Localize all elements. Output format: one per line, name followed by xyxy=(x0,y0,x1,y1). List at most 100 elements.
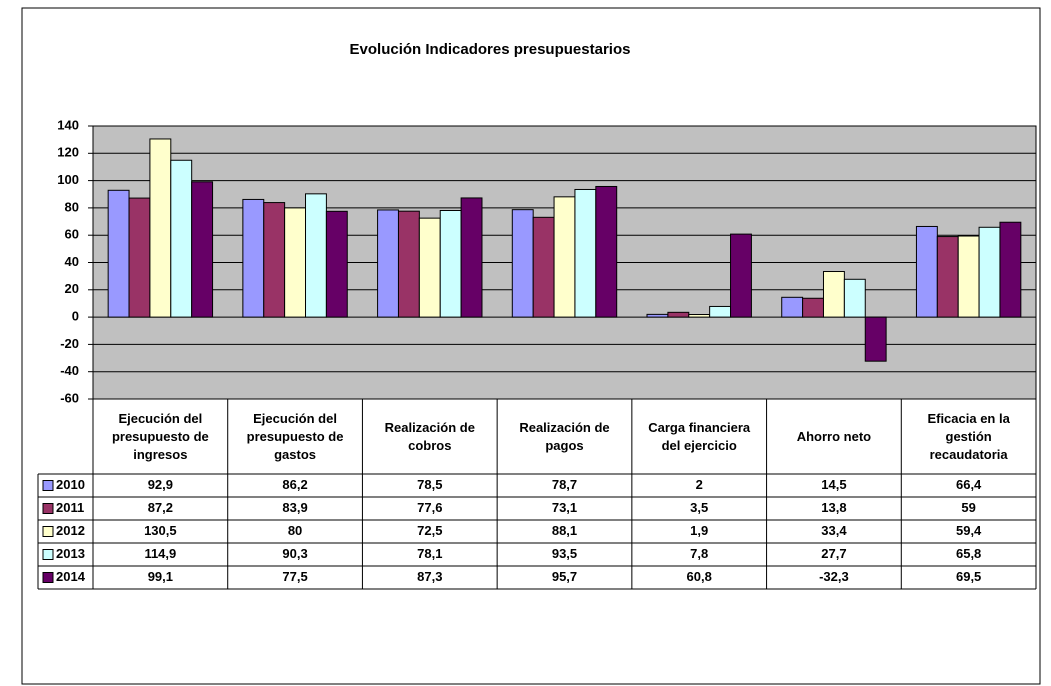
x-tick-label: Realización de cobros xyxy=(384,419,475,453)
bar xyxy=(936,236,959,318)
table-value: 80 xyxy=(288,523,302,538)
legend-key xyxy=(42,572,54,583)
table-value: 3,5 xyxy=(690,500,708,515)
table-value: 77,5 xyxy=(282,569,307,584)
bar xyxy=(191,181,214,318)
bar xyxy=(957,235,980,318)
legend-label: 2011 xyxy=(56,500,84,515)
chart-title: Evolución Indicadores presupuestarios xyxy=(350,41,631,58)
table-value: 92,9 xyxy=(148,477,173,492)
bar xyxy=(170,159,193,318)
bar xyxy=(822,271,845,318)
bar xyxy=(149,138,172,318)
bar xyxy=(397,210,420,318)
x-tick-label: Ahorro neto xyxy=(796,428,872,444)
bar xyxy=(688,314,711,318)
table-value: 86,2 xyxy=(282,477,307,492)
bar xyxy=(595,185,618,318)
x-tick-label: Ejecución del presupuesto de ingresos xyxy=(111,410,209,462)
x-tick-label: Realización de pagos xyxy=(519,419,610,453)
table-value: 93,5 xyxy=(552,546,577,561)
bar xyxy=(263,202,286,318)
y-tick-label: 60 xyxy=(65,227,79,242)
table-value: 83,9 xyxy=(282,500,307,515)
table-value: 114,9 xyxy=(144,546,176,561)
y-tick-label: 140 xyxy=(57,117,79,132)
table-value: 99,1 xyxy=(148,569,173,584)
table-value: 33,4 xyxy=(821,523,847,538)
bar xyxy=(843,278,866,318)
bar xyxy=(915,225,938,318)
table-value: 7,8 xyxy=(690,546,708,561)
bar xyxy=(864,316,887,362)
bar xyxy=(532,216,555,318)
table-value: 14,5 xyxy=(821,477,846,492)
table-value: 87,3 xyxy=(417,569,442,584)
bar xyxy=(709,305,732,318)
table-value: 59 xyxy=(961,500,975,515)
x-tick-label: Carga financiera del ejercicio xyxy=(648,419,751,453)
bar xyxy=(730,233,752,318)
table-value: 66,4 xyxy=(956,477,982,492)
table-value: 69,5 xyxy=(956,569,981,584)
bar xyxy=(439,209,462,318)
bar xyxy=(511,209,534,318)
table-value: 78,1 xyxy=(417,546,442,561)
y-tick-label: 80 xyxy=(65,199,79,214)
bar xyxy=(128,197,151,318)
y-tick-label: -40 xyxy=(60,363,79,378)
y-tick-label: -60 xyxy=(60,390,79,405)
legend-label: 2010 xyxy=(56,477,85,492)
table-value: 73,1 xyxy=(552,500,577,515)
legend-label: 2014 xyxy=(56,569,86,584)
bar xyxy=(999,221,1022,318)
table-value: 72,5 xyxy=(417,523,442,538)
bar xyxy=(418,217,441,318)
table-value: 1,9 xyxy=(690,523,708,538)
table-value: 88,1 xyxy=(552,523,577,538)
bar xyxy=(781,296,804,318)
legend-label: 2012 xyxy=(56,523,85,538)
y-tick-label: 100 xyxy=(57,172,79,187)
table-value: 13,8 xyxy=(821,500,846,515)
table-value: 130,5 xyxy=(144,523,177,538)
table-value: -32,3 xyxy=(819,569,849,584)
table-value: 77,6 xyxy=(417,500,442,515)
bar xyxy=(667,311,690,318)
bar xyxy=(978,226,1001,318)
bar xyxy=(574,188,597,318)
y-tick-label: 120 xyxy=(57,145,79,160)
y-tick-label: -20 xyxy=(60,336,79,351)
table-value: 95,7 xyxy=(552,569,577,584)
x-tick-label: Eficacia en la gestión recaudatoria xyxy=(927,410,1010,462)
bar xyxy=(646,313,669,318)
bar xyxy=(107,189,130,318)
bar xyxy=(460,197,483,318)
table-value: 90,3 xyxy=(282,546,307,561)
table-value: 60,8 xyxy=(687,569,712,584)
legend-key xyxy=(42,503,54,514)
bar xyxy=(305,193,327,318)
table-value: 59,4 xyxy=(956,523,982,538)
bar xyxy=(802,297,824,318)
table-value: 78,5 xyxy=(417,477,442,492)
y-tick-label: 0 xyxy=(72,309,79,324)
legend-label: 2013 xyxy=(56,546,85,561)
y-tick-label: 40 xyxy=(65,254,79,269)
y-tick-label: 20 xyxy=(65,281,79,296)
bar xyxy=(242,198,265,318)
bar xyxy=(284,207,307,318)
x-tick-label: Ejecución del presupuesto de gastos xyxy=(246,410,344,462)
table-value: 78,7 xyxy=(552,477,577,492)
table-value: 65,8 xyxy=(956,546,981,561)
table-value: 2 xyxy=(696,477,703,492)
table-value: 27,7 xyxy=(821,546,846,561)
legend-key xyxy=(42,480,54,491)
bar xyxy=(325,210,348,318)
bar xyxy=(553,196,576,318)
table-value: 87,2 xyxy=(148,500,173,515)
legend-key xyxy=(42,526,54,537)
legend-key xyxy=(42,549,54,560)
